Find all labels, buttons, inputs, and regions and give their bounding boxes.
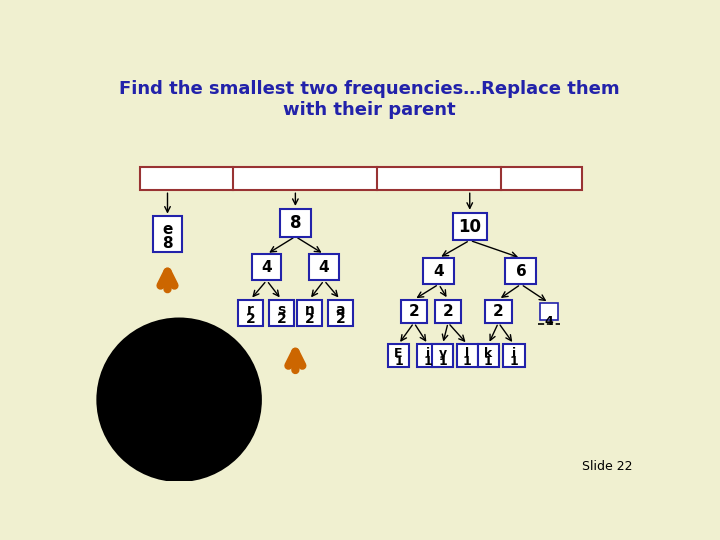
Bar [503, 345, 525, 367]
Text: r: r [247, 302, 254, 316]
Text: n: n [305, 302, 314, 316]
Text: 4: 4 [192, 384, 199, 395]
Text: 4: 4 [319, 260, 329, 275]
Text: i: i [512, 347, 516, 360]
Text: 2: 2 [336, 312, 345, 326]
Bar [174, 334, 204, 354]
Bar [206, 406, 225, 424]
Bar [432, 345, 454, 367]
Circle shape [98, 319, 261, 481]
Bar [328, 300, 353, 326]
Bar [310, 254, 339, 280]
Text: 2: 2 [408, 303, 419, 319]
Text: 2: 2 [276, 312, 287, 326]
Text: 10: 10 [458, 218, 481, 235]
Text: 2: 2 [305, 312, 314, 326]
Bar [387, 345, 409, 367]
Text: 1: 1 [510, 355, 518, 368]
Text: e: e [162, 222, 173, 238]
Text: n: n [212, 408, 219, 418]
Bar [485, 300, 512, 323]
Text: E: E [395, 347, 402, 360]
Text: 2: 2 [178, 415, 185, 425]
Text: 4: 4 [433, 264, 444, 279]
Text: 2: 2 [212, 415, 219, 425]
Text: 1: 1 [438, 355, 447, 368]
Bar [401, 300, 427, 323]
Text: 1: 1 [423, 355, 432, 368]
Text: 2: 2 [246, 312, 256, 326]
Text: 2: 2 [202, 415, 208, 425]
Text: 2: 2 [233, 415, 239, 425]
Bar [199, 358, 222, 377]
Text: 2: 2 [493, 303, 504, 319]
Text: 4: 4 [220, 384, 228, 395]
Bar [195, 406, 214, 424]
Bar [423, 258, 454, 284]
Text: r: r [179, 408, 184, 418]
Text: 1: 1 [463, 355, 472, 368]
Bar [477, 345, 499, 367]
Bar [539, 303, 558, 320]
Text: i: i [426, 347, 430, 360]
Text: a: a [336, 302, 345, 316]
Bar [252, 254, 282, 280]
Bar [172, 406, 191, 424]
Bar [226, 406, 245, 424]
Text: s: s [277, 302, 286, 316]
Text: 8: 8 [206, 362, 214, 373]
Bar [269, 300, 294, 326]
Text: e: e [150, 359, 157, 369]
Text: Find the smallest two frequencies…Replace them
with their parent: Find the smallest two frequencies…Replac… [119, 80, 619, 119]
Bar [505, 258, 536, 284]
Bar [297, 300, 322, 326]
Text: l: l [465, 347, 469, 360]
Text: 1: 1 [394, 355, 402, 368]
Text: Slide 22: Slide 22 [582, 460, 632, 473]
Text: 4: 4 [261, 260, 272, 275]
Text: 16: 16 [181, 339, 197, 348]
Text: 6: 6 [516, 264, 526, 279]
Bar [140, 167, 582, 190]
Text: 8: 8 [289, 214, 301, 232]
Text: a: a [233, 408, 239, 418]
Text: y: y [438, 347, 446, 360]
Bar [417, 345, 438, 367]
Bar [238, 300, 263, 326]
Bar [453, 213, 487, 240]
Text: 1: 1 [484, 355, 492, 368]
Text: k: k [485, 347, 492, 360]
Bar [280, 209, 311, 237]
Text: 4: 4 [544, 315, 553, 328]
Bar [184, 381, 206, 399]
Text: 8: 8 [150, 367, 158, 377]
Bar [456, 345, 478, 367]
Text: 2: 2 [443, 303, 454, 319]
Text: s: s [202, 408, 207, 418]
Bar [435, 300, 462, 323]
Bar [153, 217, 182, 252]
Text: 8: 8 [162, 235, 173, 251]
Bar [212, 381, 234, 399]
